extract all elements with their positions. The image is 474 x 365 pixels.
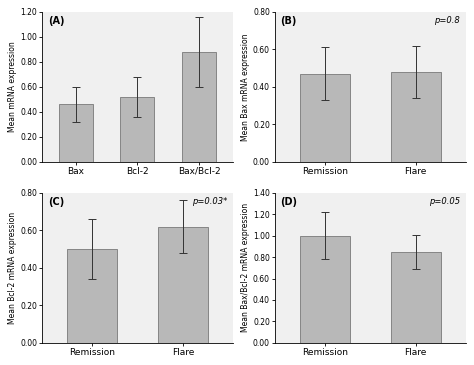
- Text: (C): (C): [48, 197, 64, 207]
- Bar: [158, 227, 208, 343]
- Y-axis label: Mean Bax mRNA expression: Mean Bax mRNA expression: [241, 33, 250, 141]
- Text: p=0.05: p=0.05: [429, 197, 460, 207]
- Bar: [300, 236, 350, 343]
- Text: (D): (D): [281, 197, 298, 207]
- Y-axis label: Mean Bax/Bcl-2 mRNA expression: Mean Bax/Bcl-2 mRNA expression: [241, 203, 250, 333]
- Text: (B): (B): [281, 16, 297, 26]
- Bar: [391, 252, 441, 343]
- Text: p=0.03*: p=0.03*: [191, 197, 227, 207]
- Text: (A): (A): [48, 16, 64, 26]
- Text: p=0.8: p=0.8: [434, 16, 460, 25]
- Bar: [120, 97, 155, 162]
- Y-axis label: Mean mRNA expression: Mean mRNA expression: [9, 41, 18, 132]
- Y-axis label: Mean Bcl-2 mRNA expression: Mean Bcl-2 mRNA expression: [9, 212, 18, 324]
- Bar: [67, 249, 117, 343]
- Bar: [300, 74, 350, 162]
- Bar: [391, 72, 441, 162]
- Bar: [59, 104, 93, 162]
- Bar: [182, 52, 216, 162]
